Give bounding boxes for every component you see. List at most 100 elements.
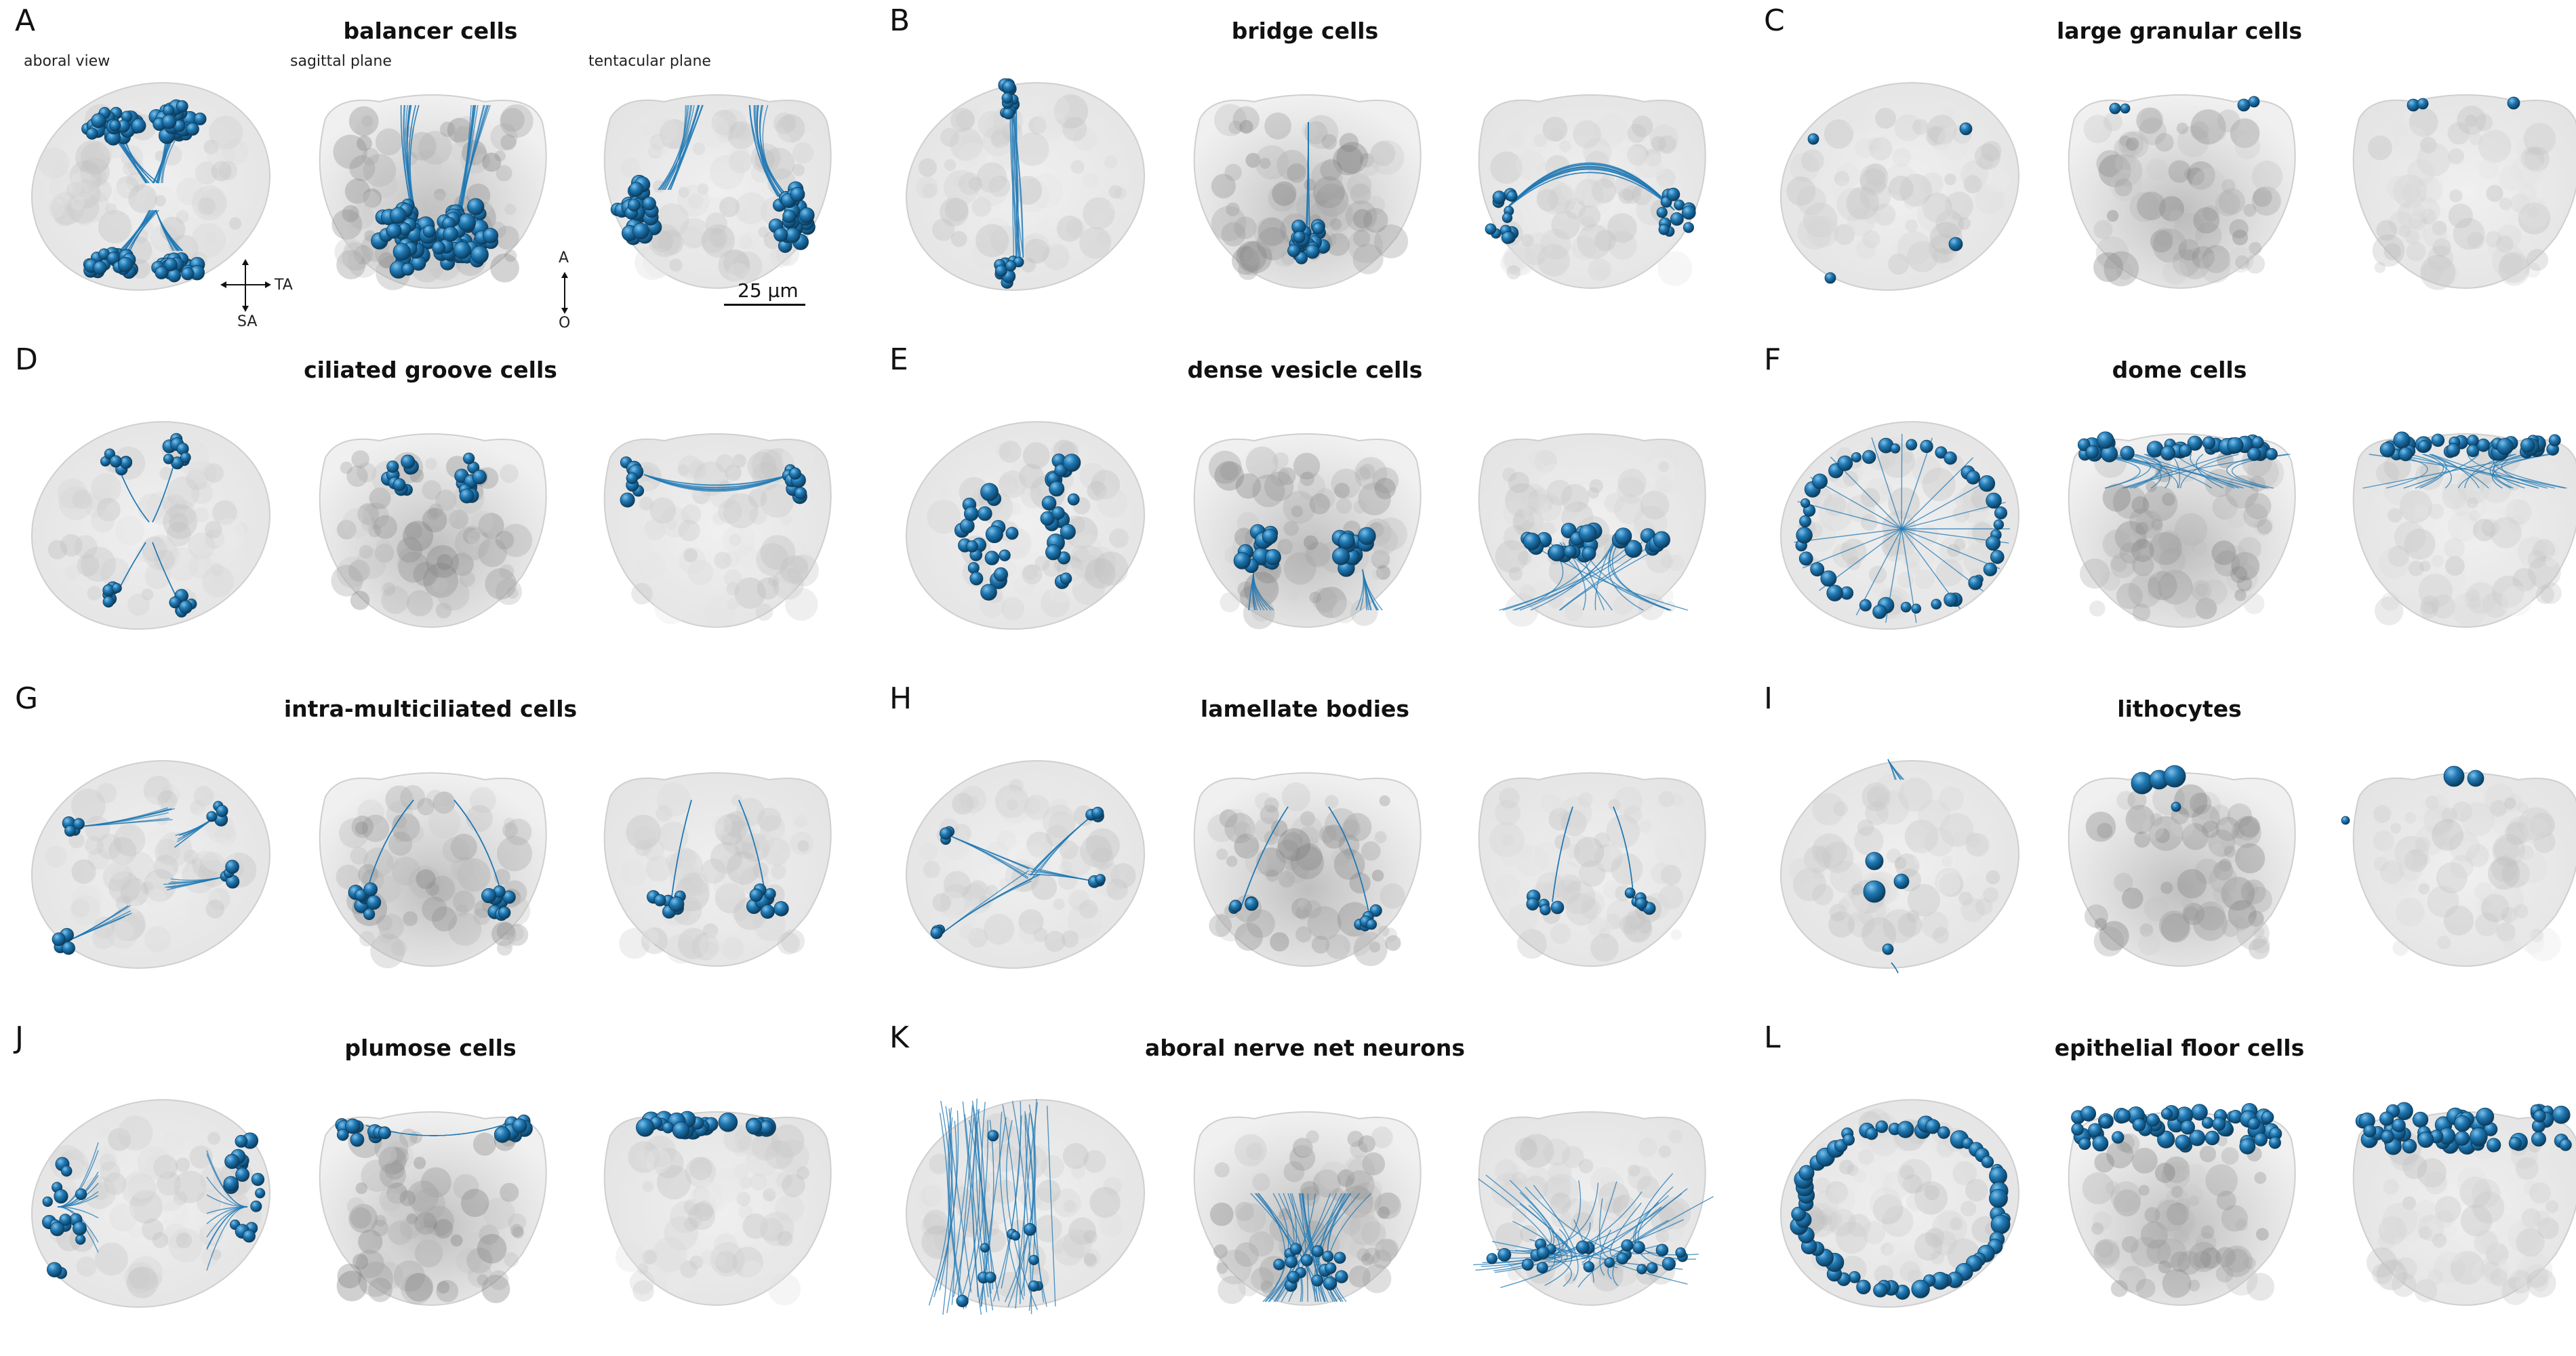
cell-body	[1067, 493, 1080, 506]
neurite	[1500, 1248, 1568, 1288]
cell-body	[2431, 433, 2445, 447]
cell-rendering	[905, 78, 1146, 291]
sagittal-view	[1173, 1071, 1441, 1336]
neurite	[1046, 1105, 1056, 1307]
aboral-view	[891, 54, 1159, 319]
cell-body	[1049, 481, 1065, 497]
cell-rendering	[2068, 94, 2296, 290]
tissue-body	[1478, 1111, 1706, 1307]
tissue-body	[31, 421, 271, 630]
cell-body	[2412, 1111, 2429, 1128]
neurite	[1552, 806, 1573, 902]
tissue-body	[905, 421, 1146, 630]
cell-body	[1001, 92, 1013, 104]
cell-body	[2201, 1117, 2214, 1129]
neurite	[1355, 569, 1364, 611]
cell-body	[1646, 1262, 1658, 1274]
cell-body	[242, 1229, 256, 1243]
cell-body	[2496, 437, 2514, 456]
scale-bar	[724, 304, 805, 306]
cell-body	[994, 264, 1007, 277]
cell-body	[1578, 524, 1597, 543]
cell-body	[1906, 439, 1918, 451]
cell-body	[1333, 1252, 1346, 1264]
cell-group	[930, 807, 1106, 939]
cell-rendering	[31, 421, 271, 630]
neurite	[2133, 454, 2162, 489]
cell-body	[1486, 1253, 1498, 1264]
tissue-body	[319, 772, 547, 969]
cell-body	[235, 1168, 250, 1182]
neurite	[1004, 1114, 1037, 1302]
cell-body	[2112, 1131, 2125, 1144]
neurite	[1257, 1193, 1286, 1302]
cell-body	[224, 1154, 240, 1170]
cell-body	[1662, 1257, 1676, 1271]
cell-group	[100, 433, 197, 618]
cell-group	[1485, 162, 1696, 244]
neurite	[2501, 454, 2548, 489]
cell-body	[386, 460, 399, 473]
neurite	[1499, 542, 1633, 611]
cell-body	[2507, 96, 2520, 110]
cell-body	[1305, 244, 1320, 259]
cell-group	[610, 104, 816, 253]
cell-group	[371, 104, 499, 279]
cell-body	[1501, 231, 1514, 244]
cell-body	[2476, 1107, 2495, 1126]
cell-body	[2417, 98, 2429, 110]
cell-body	[1060, 523, 1076, 540]
panel-letter: L	[1764, 1020, 1781, 1055]
cell-group	[620, 456, 807, 508]
neurite	[1269, 1193, 1337, 1302]
cell-body	[966, 540, 978, 553]
cell-body	[956, 1294, 969, 1308]
neurite	[1509, 1192, 1555, 1254]
cell-body	[1931, 599, 1942, 610]
panel-title: lamellate bodies	[1200, 696, 1410, 722]
panel-letter: K	[889, 1020, 909, 1055]
cell-body	[459, 488, 475, 504]
tissue-body	[2068, 433, 2296, 629]
cell-body	[980, 1243, 990, 1253]
aboral-view	[1766, 1071, 2034, 1336]
sagittal-view	[298, 732, 566, 997]
cell-rendering	[1779, 1099, 2020, 1308]
neurite	[1504, 163, 1675, 211]
tissue-body	[1193, 772, 1422, 968]
cell-body	[2248, 96, 2260, 108]
cell-body	[1791, 1206, 1807, 1222]
tentacular-view-label: tentacular plane	[588, 53, 711, 70]
panel-letter: H	[889, 681, 912, 716]
cell-body	[363, 882, 378, 896]
cell-body	[180, 452, 191, 463]
cell-body	[964, 506, 979, 521]
cell-body	[1636, 1264, 1647, 1275]
neurite	[660, 104, 700, 191]
neurite	[123, 210, 153, 252]
neurite	[962, 1101, 979, 1298]
cell-body	[980, 584, 997, 601]
neurite	[1015, 1102, 1039, 1309]
cell-body	[1873, 1283, 1888, 1298]
cell-body	[1062, 454, 1081, 472]
neurite	[1013, 108, 1017, 258]
tentacular-view	[2332, 54, 2576, 319]
cell-body	[1658, 224, 1670, 235]
panel-title: intra-multiciliated cells	[283, 696, 578, 722]
cell-rendering	[1478, 772, 1706, 968]
tentacular-view	[1457, 732, 1725, 997]
cell-body	[336, 1128, 349, 1141]
neurite	[1608, 542, 1644, 611]
cell-rendering	[319, 772, 547, 969]
cell-group	[52, 801, 240, 955]
cell-body	[2531, 1132, 2546, 1147]
cell-body	[2239, 1138, 2256, 1155]
neurite	[992, 1101, 1022, 1302]
cell-group	[2355, 1102, 2572, 1155]
cell-body	[483, 228, 499, 243]
tentacular-view	[583, 732, 851, 997]
cell-body	[626, 472, 638, 485]
neurite	[759, 104, 785, 197]
